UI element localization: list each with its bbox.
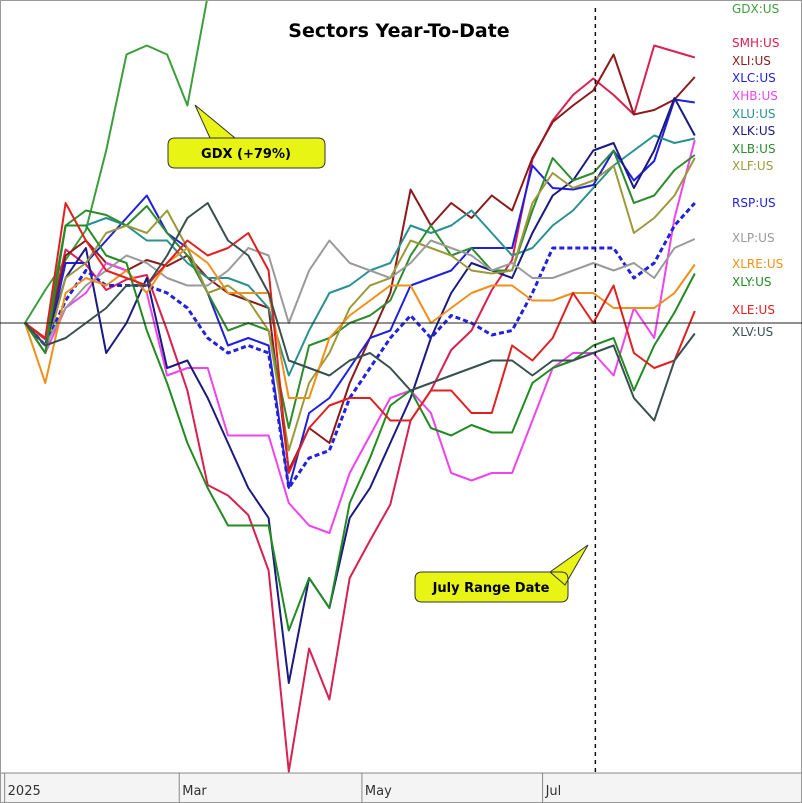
legend-label: XLV:US <box>732 325 773 339</box>
legend-label: RSP:US <box>732 196 776 210</box>
legend: GDX:US SMH:US XLI:US XLC:US XHB:US XLU:US XLK:… <box>732 2 783 339</box>
series-line <box>24 139 696 534</box>
series-line <box>24 224 696 632</box>
legend-label: XLF:US <box>732 159 773 173</box>
series-line <box>24 98 695 489</box>
legend-label: XLU:US <box>732 107 776 121</box>
series-line <box>24 97 696 684</box>
x-tick-label: Mar <box>182 784 207 799</box>
legend-label: XLP:US <box>732 231 775 245</box>
series-line <box>24 157 696 452</box>
legend-label: XLY:US <box>732 275 772 289</box>
x-tick-label: May <box>365 784 392 799</box>
legend-label: XHB:US <box>732 89 778 103</box>
legend-label: XLB:US <box>732 142 776 156</box>
series-line <box>24 134 696 377</box>
x-axis-band <box>0 773 802 803</box>
legend-label: XLC:US <box>732 71 776 85</box>
x-tick-label: 2025 <box>8 784 41 799</box>
series-line <box>24 0 208 324</box>
legend-label: XLK:US <box>732 124 775 138</box>
legend-label: XLI:US <box>732 54 771 68</box>
legend-label: XLRE:US <box>732 257 783 271</box>
series-line <box>24 238 696 347</box>
series-line <box>24 202 696 422</box>
x-tick-label: Jul <box>545 784 562 799</box>
callout-box <box>414 544 589 603</box>
legend-label: XLE:US <box>732 303 775 317</box>
legend-label: GDX:US <box>732 2 779 16</box>
annotations: GDX (+79%) July Range Date <box>167 104 589 603</box>
series-line <box>24 53 696 471</box>
series-line <box>24 44 696 773</box>
annotation-text: GDX (+79%) <box>201 147 291 162</box>
chart-title: Sectors Year-To-Date <box>288 20 509 42</box>
annotation-text: July Range Date <box>432 581 550 596</box>
legend-label: SMH:US <box>732 36 779 50</box>
callout-box <box>167 104 326 169</box>
series-line <box>24 202 696 474</box>
plot-area <box>23 0 696 773</box>
series-line <box>24 149 696 429</box>
